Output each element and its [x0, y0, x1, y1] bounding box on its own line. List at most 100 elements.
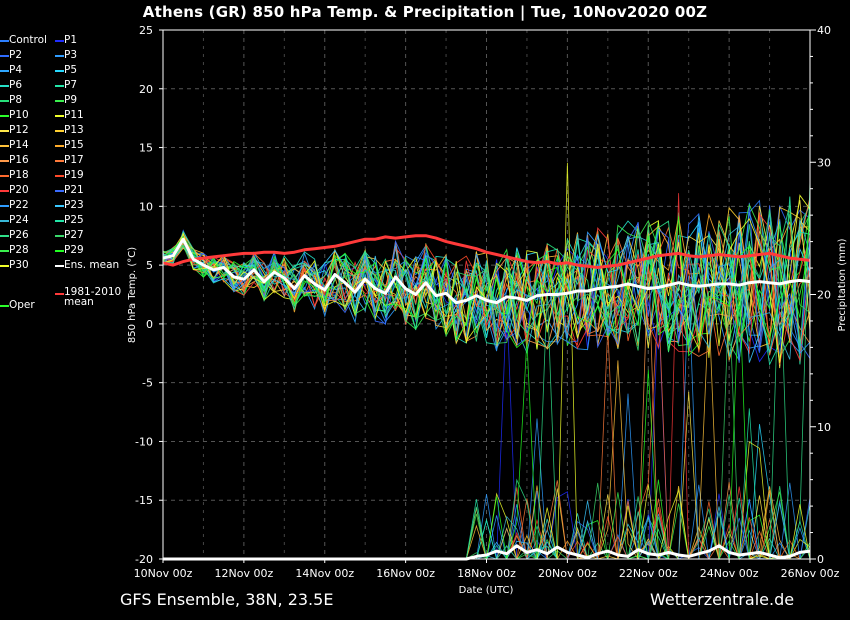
- legend-swatch: [0, 55, 9, 57]
- y-tick-label: 5: [146, 259, 153, 272]
- y-tick-label: -5: [142, 377, 153, 390]
- legend-label: Oper: [9, 299, 35, 311]
- legend-label: Control: [9, 34, 47, 46]
- legend-swatch: [0, 160, 9, 162]
- legend-swatch: [55, 100, 64, 102]
- legend-label: P15: [64, 139, 84, 151]
- y-axis-label: 850 hPa Temp. (°C): [127, 247, 138, 343]
- legend-label: P20: [9, 184, 29, 196]
- legend-label: P26: [9, 229, 29, 241]
- y-tick-label: 10: [139, 200, 153, 213]
- legend-swatch: [55, 55, 64, 57]
- ens-mean-temp-line: [162, 237, 811, 305]
- legend-label: P3: [64, 49, 78, 61]
- member-line-p22: [162, 212, 811, 355]
- legend-swatch: [0, 100, 9, 102]
- legend-swatch: [55, 220, 64, 222]
- legend-swatch: [55, 205, 64, 207]
- y2-tick-label: 0: [817, 553, 824, 566]
- y-tick-label: 20: [139, 83, 153, 96]
- x-tick-label: 16Nov 00z: [376, 567, 435, 580]
- y2-tick-label: 10: [817, 421, 831, 434]
- legend-label: P19: [64, 169, 84, 181]
- legend-label: 1981-2010 mean: [64, 286, 122, 308]
- legend-label: P14: [9, 139, 29, 151]
- legend-swatch: [55, 70, 64, 72]
- y2-tick-label: 40: [817, 24, 831, 37]
- x-tick-label: 14Nov 00z: [295, 567, 354, 580]
- legend-swatch: [55, 130, 64, 132]
- legend-swatch: [0, 220, 9, 222]
- x-tick-label: 26Nov 00z: [781, 567, 840, 580]
- chart-title: Athens (GR) 850 hPa Temp. & Precipitatio…: [142, 3, 708, 21]
- legend-swatch: [55, 265, 64, 267]
- x-axis-label: Date (UTC): [459, 585, 514, 596]
- y-tick-label: 15: [139, 142, 153, 155]
- member-line-p27: [162, 209, 811, 351]
- legend-label: P16: [9, 154, 29, 166]
- source-credit[interactable]: Wetterzentrale.de: [650, 590, 795, 609]
- legend-swatch: [55, 145, 64, 147]
- legend-label: P12: [9, 124, 29, 136]
- y-tick-label: -20: [135, 553, 153, 566]
- legend-swatch: [0, 115, 9, 117]
- legend-swatch: [0, 70, 9, 72]
- legend-swatch: [0, 40, 9, 42]
- legend-label: P4: [9, 64, 23, 76]
- legend-label: P21: [64, 184, 84, 196]
- legend-swatch: [0, 235, 9, 237]
- x-tick-label: 18Nov 00z: [457, 567, 516, 580]
- legend-swatch: [55, 235, 64, 237]
- legend-swatch: [0, 305, 9, 307]
- y-tick-label: 0: [146, 318, 153, 331]
- legend-label: P10: [9, 109, 29, 121]
- axes: -20 -15 -10 -5 0 5 10 15 20 25 0 10 20 30 40 10Nov 00z 1…: [134, 24, 840, 580]
- legend-label: P24: [9, 214, 29, 226]
- legend-label: P23: [64, 199, 84, 211]
- legend-label: P13: [64, 124, 84, 136]
- model-info: GFS Ensemble, 38N, 23.5E: [120, 590, 334, 609]
- legend-swatch: [55, 40, 64, 42]
- legend-label: P18: [9, 169, 29, 181]
- legend-swatch: [55, 85, 64, 87]
- legend-label: P5: [64, 64, 78, 76]
- y-tick-label: -10: [135, 435, 153, 448]
- member-line-p12: [162, 200, 811, 369]
- legend-swatch: [0, 205, 9, 207]
- legend-label: P29: [64, 244, 84, 256]
- legend-label: P11: [64, 109, 84, 121]
- legend-swatch: [0, 265, 9, 267]
- legend-label: P1: [64, 34, 78, 46]
- y2-tick-label: 30: [817, 156, 831, 169]
- y-tick-label: -15: [135, 494, 153, 507]
- legend-swatch: [0, 85, 9, 87]
- legend-swatch: [0, 130, 9, 132]
- legend-label: P27: [64, 229, 84, 241]
- legend-swatch: [0, 145, 9, 147]
- y-tick-label: 25: [139, 24, 153, 37]
- climate-mean-temp-line: [162, 234, 811, 269]
- legend-label: P25: [64, 214, 84, 226]
- legend-swatch: [55, 115, 64, 117]
- y2-axis-label: Precipitation (mm): [837, 238, 848, 331]
- y2-tick-label: 20: [817, 289, 831, 302]
- legend-label: Ens. mean: [64, 259, 120, 271]
- x-tick-label: 10Nov 00z: [134, 567, 193, 580]
- legend-label: P6: [9, 79, 23, 91]
- legend-swatch: [55, 160, 64, 162]
- member-line-p29: [162, 216, 811, 357]
- x-tick-label: 22Nov 00z: [619, 567, 678, 580]
- legend-label: P7: [64, 79, 78, 91]
- legend-swatch: [0, 250, 9, 252]
- legend-swatch: [55, 190, 64, 192]
- legend-label: P8: [9, 94, 23, 106]
- legend-swatch: [0, 175, 9, 177]
- legend-swatch: [55, 293, 64, 295]
- legend-label: P2: [9, 49, 23, 61]
- legend-swatch: [0, 190, 9, 192]
- legend-label: P30: [9, 259, 29, 271]
- legend-swatch: [55, 250, 64, 252]
- x-tick-label: 12Nov 00z: [215, 567, 274, 580]
- legend-swatch: [55, 175, 64, 177]
